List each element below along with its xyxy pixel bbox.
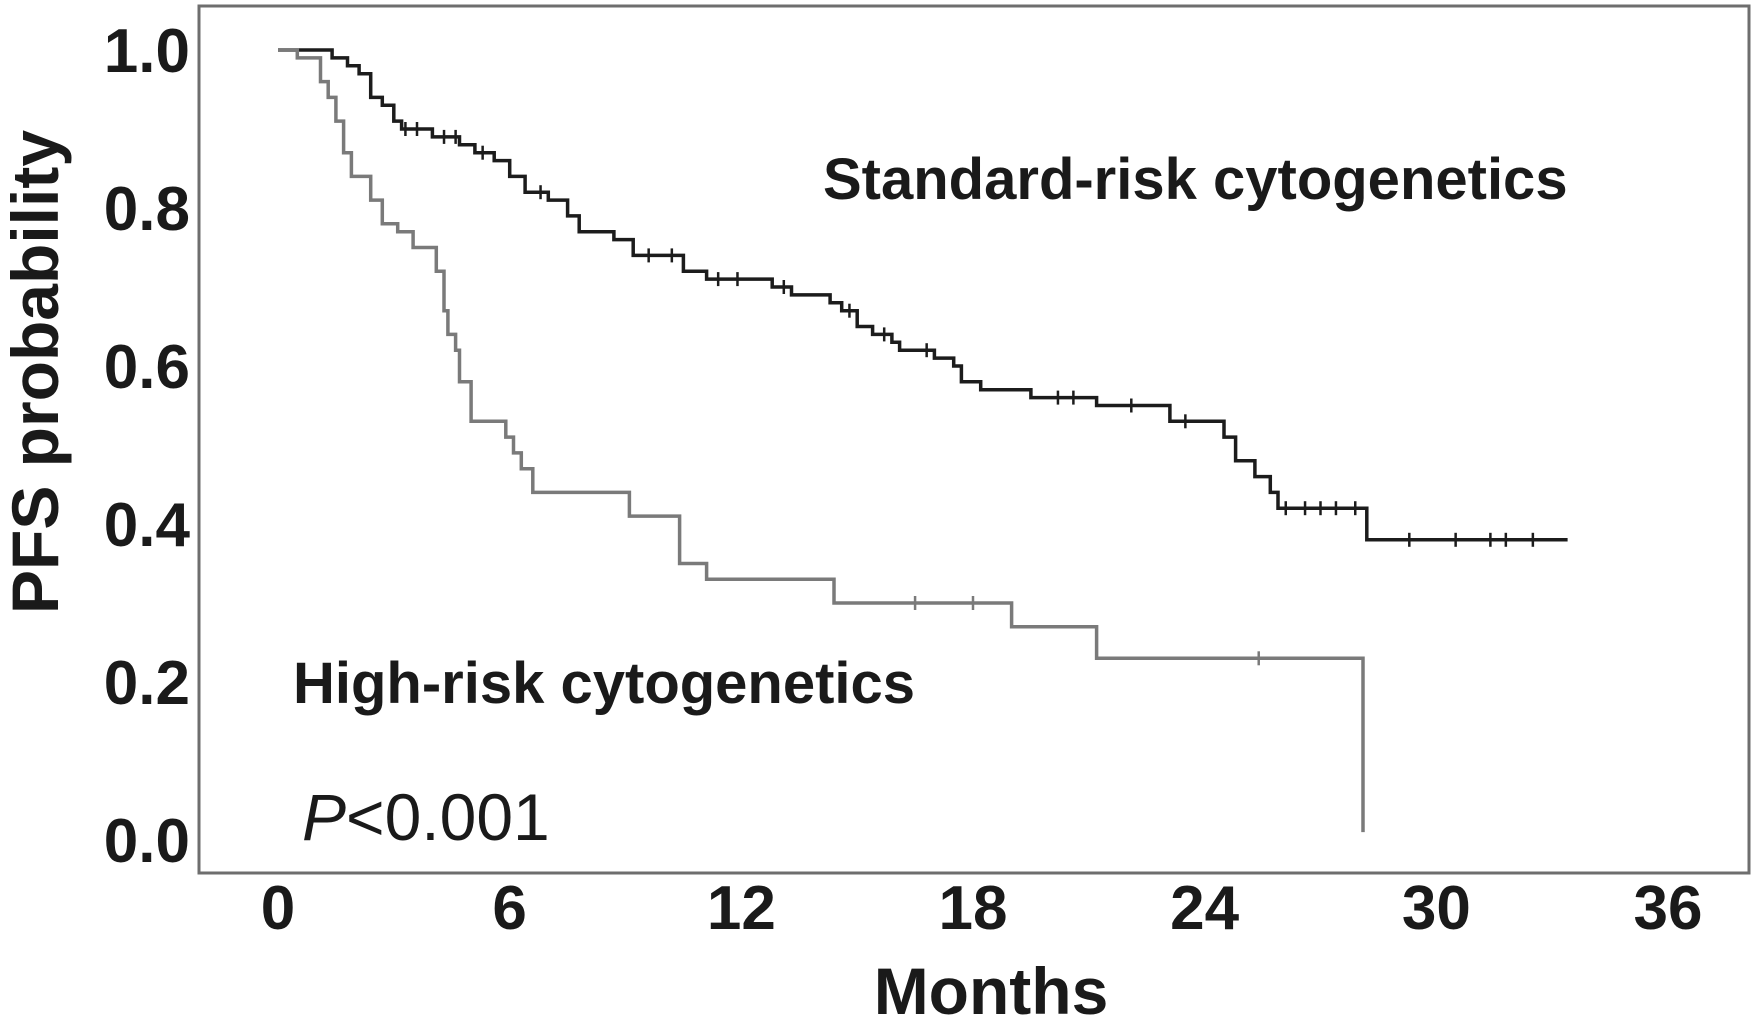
x-tick-label: 24 <box>1170 874 1239 943</box>
y-axis-title: PFS probability <box>0 130 72 614</box>
series-line-standard-risk <box>278 48 1568 542</box>
x-tick-label: 6 <box>492 874 526 943</box>
p-value: <0.001 <box>346 780 550 854</box>
y-tick-label: 0.2 <box>104 649 190 718</box>
y-tick-labels: 0.0 0.2 0.4 0.6 0.8 1.0 <box>104 17 191 876</box>
p-value-annotation: P<0.001 <box>302 780 550 854</box>
y-tick-label: 1.0 <box>104 17 190 86</box>
censor-marks <box>404 122 1535 666</box>
x-tick-label: 36 <box>1634 874 1703 943</box>
plot-frame <box>197 4 1751 875</box>
x-tick-label: 0 <box>261 874 295 943</box>
p-symbol: P <box>302 780 346 854</box>
y-tick-label: 0.4 <box>104 491 191 560</box>
series-line-high-risk <box>278 48 1365 833</box>
x-tick-labels: 0 6 12 18 24 30 36 <box>261 874 1703 943</box>
series-lines <box>278 48 1568 833</box>
x-axis-title: Months <box>874 954 1109 1028</box>
series-label-high-risk: High-risk cytogenetics <box>293 651 915 716</box>
y-tick-label: 0.8 <box>104 175 190 244</box>
x-tick-label: 18 <box>939 874 1008 943</box>
y-tick-label: 0.0 <box>104 807 190 876</box>
x-tick-label: 30 <box>1402 874 1471 943</box>
series-label-standard-risk: Standard-risk cytogenetics <box>823 147 1568 212</box>
x-tick-label: 12 <box>707 874 776 943</box>
y-tick-label: 0.6 <box>104 333 190 402</box>
